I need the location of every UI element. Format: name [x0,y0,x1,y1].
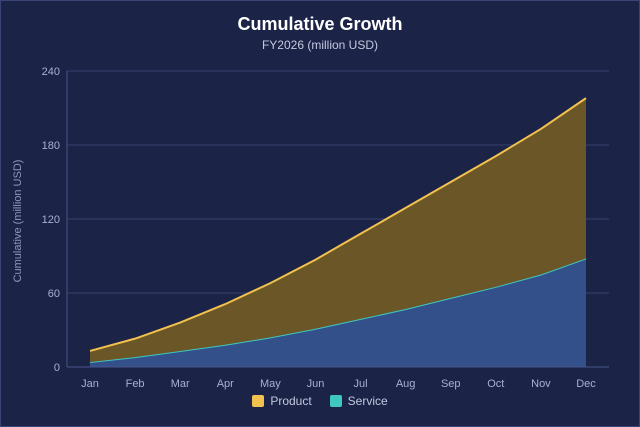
legend-item-product[interactable]: Product [252,394,312,408]
chart-title: Cumulative Growth [237,14,403,34]
y-tick-label: 120 [42,214,60,226]
chart-subtitle: FY2026 (million USD) [261,38,379,52]
area-series [89,97,587,367]
x-tick-label: May [260,378,281,390]
x-tick-label: Sep [441,378,461,390]
area-service [90,258,586,367]
y-axis-label: Cumulative (million USD) [12,160,24,283]
y-tick-label: 180 [42,140,60,152]
line-product [89,97,587,352]
axes: 0 60 120 180 240 Jan Feb Mar Apr May Jun Jul Aug Sep O… [42,66,609,390]
x-tick-label: Mar [171,378,190,390]
x-tick-label: Jan [81,378,99,390]
legend-label-service: Service [347,394,388,408]
x-tick-label: Aug [396,378,416,390]
legend-swatch-service [329,395,342,407]
legend-swatch-product [252,395,265,407]
x-tick-label: Apr [217,378,234,390]
x-tick-label: Jul [354,378,368,390]
x-tick-label: Dec [576,378,596,390]
x-tick-label: Nov [531,378,551,390]
legend-label-product: Product [270,394,312,408]
x-tick-label: Oct [487,378,504,390]
y-tick-label: 240 [42,66,60,78]
y-tick-label: 60 [48,288,60,300]
y-tick-label: 0 [54,362,60,374]
x-tick-label: Jun [307,378,325,390]
area-product [90,98,586,363]
x-tick-label: Feb [126,378,145,390]
legend-item-service[interactable]: Service [329,394,388,408]
legend: Product Service [0,394,640,408]
